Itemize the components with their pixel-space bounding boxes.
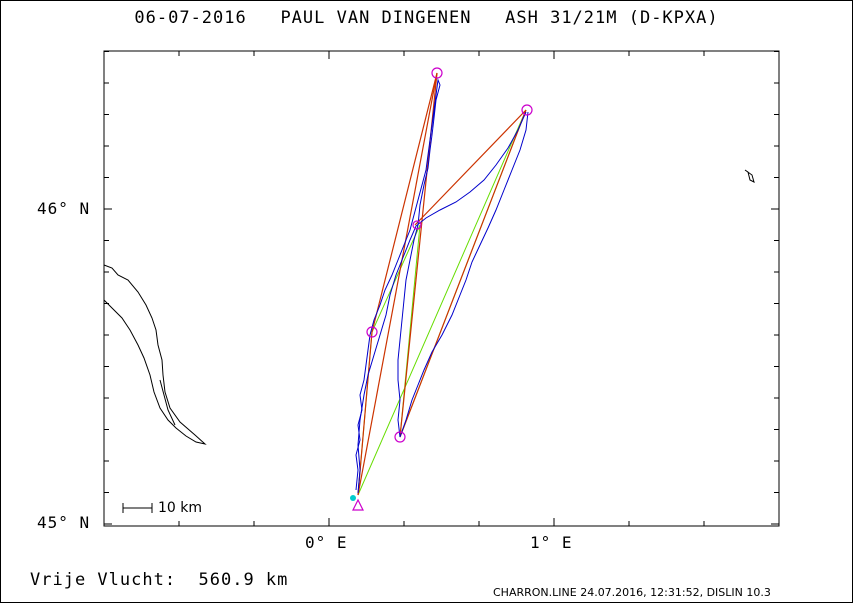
finish-triangle-icon (352, 498, 364, 511)
axis-ticks (104, 51, 779, 526)
turnpoint-marker (366, 326, 378, 338)
page-title: 06-07-2016 PAUL VAN DINGENEN ASH 31/21M … (134, 8, 719, 28)
scale-bar-label: 10 km (158, 500, 203, 516)
flight-legs (357, 72, 527, 496)
program-info: CHARRON.LINE 24.07.2016, 12:31:52, DISLI… (493, 586, 771, 599)
scale-bar (122, 503, 153, 513)
lon-label-0: 0° E (305, 533, 348, 552)
turnpoint-marker (431, 67, 443, 79)
turnpoint-marker (521, 104, 533, 116)
gps-track (355, 78, 529, 494)
turnpoint-marker (412, 220, 422, 230)
coastline (103, 169, 755, 445)
start-marker-icon (350, 495, 356, 501)
lon-label-1: 1° E (530, 533, 573, 552)
plot-border (103, 50, 780, 527)
turnpoint-marker (394, 431, 406, 443)
lat-label-46: 46° N (37, 199, 91, 218)
distance-summary: Vrije Vlucht: 560.9 km (30, 570, 289, 590)
lat-label-45: 45° N (37, 513, 91, 532)
alt-route (357, 109, 527, 496)
turnpoints (352, 67, 533, 511)
